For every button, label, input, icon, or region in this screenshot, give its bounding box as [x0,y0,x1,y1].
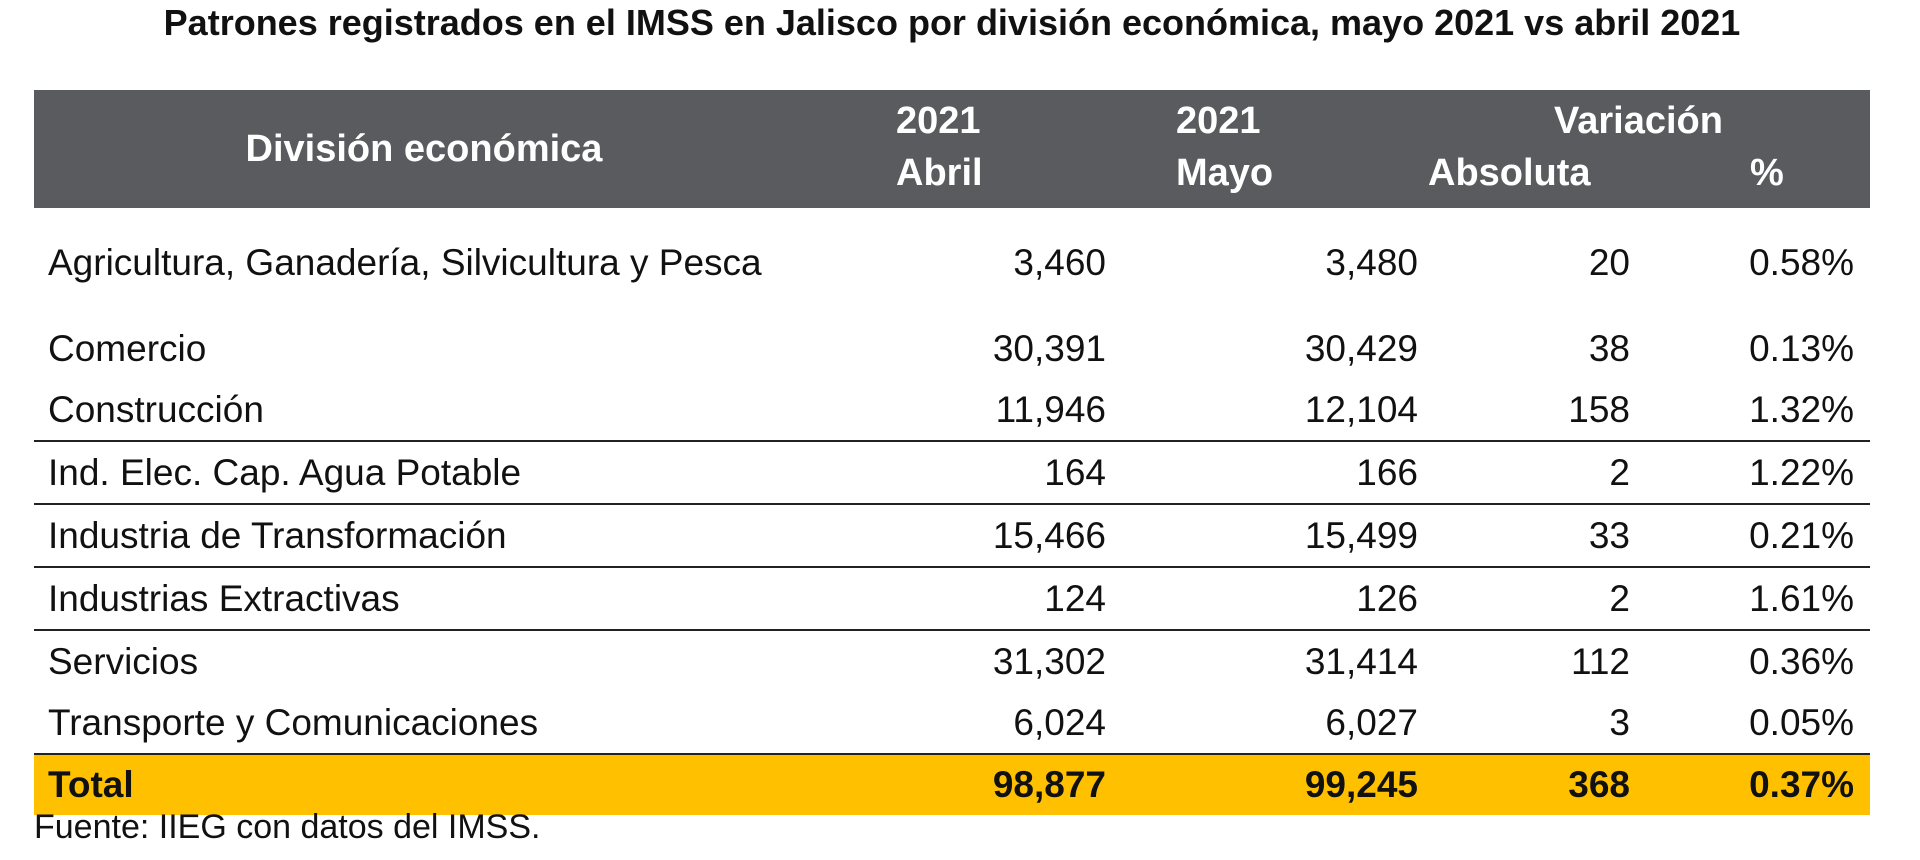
row-porcentaje: 1.32% [1749,388,1855,430]
total-label: Total [34,753,814,815]
patrones-table: División económica 2021 2021 Variación A… [34,90,1871,815]
header-variacion: Variación [1428,90,1871,152]
row-abril: 11,946 [995,388,1106,430]
row-division: Comercio [48,327,207,369]
header-abril-label: Abril [814,152,1118,208]
row-mayo: 15,499 [1118,503,1428,567]
table-row: Servicios 31,302 31,414 112 0.36% [34,629,1871,692]
header-mayo-label: Mayo [1118,152,1428,208]
row-abril: 30,391 [992,327,1106,369]
row-porcentaje: 1.61% [1642,566,1871,630]
row-division: Construcción [48,388,264,430]
total-porcentaje: 0.37% [1642,753,1871,815]
table-row: Industria de Transformación 15,466 15,49… [34,503,1871,567]
row-mayo: 166 [1118,440,1428,504]
row-absoluta: 158 [1568,388,1630,430]
total-mayo: 99,245 [1118,753,1428,815]
row-division: Industrias Extractivas [34,566,814,630]
row-division: Ind. Elec. Cap. Agua Potable [34,440,814,504]
row-absoluta: 2 [1428,440,1642,504]
row-absoluta: 3 [1609,701,1630,743]
row-division: Agricultura, Ganadería, Silvicultura y P… [48,242,762,283]
row-division: Servicios [34,629,814,692]
row-porcentaje: 1.22% [1642,440,1871,504]
table-row: Transporte y Comunicaciones 6,024 6,027 … [34,692,1870,754]
table-body: Agricultura, Ganadería, Silvicultura y P… [34,208,1871,815]
row-absoluta: 33 [1428,503,1642,567]
row-mayo: 126 [1118,566,1428,630]
row-abril: 6,024 [1013,701,1106,743]
row-porcentaje: 0.58% [1749,242,1855,283]
row-abril: 15,466 [814,503,1118,567]
table-row: Ind. Elec. Cap. Agua Potable 164 166 2 1… [34,440,1871,504]
source-note: Fuente: IIEG con datos del IMSS. [34,808,541,846]
row-porcentaje: 0.13% [1749,327,1855,369]
header-division: División económica [34,90,814,208]
row-division: Industria de Transformación [34,503,814,567]
table-row: Agricultura, Ganadería, Silvicultura y P… [34,208,1870,318]
table-header: División económica 2021 2021 Variación A… [34,90,1871,208]
row-mayo: 12,104 [1304,388,1418,430]
row-absoluta: 112 [1428,629,1642,692]
total-abril: 98,877 [814,753,1118,815]
row-abril: 164 [814,440,1118,504]
table-row: Comercio 30,391 30,429 38 0.13% [34,318,1870,379]
row-porcentaje: 0.21% [1642,503,1871,567]
header-mayo-year: 2021 [1118,90,1428,152]
table-row: Construcción 11,946 12,104 158 1.32% [34,379,1870,441]
table-title: Patrones registrados en el IMSS en Jalis… [163,2,1741,43]
row-absoluta: 38 [1588,327,1630,369]
row-mayo: 3,480 [1325,242,1418,283]
table-row: Industrias Extractivas 124 126 2 1.61% [34,566,1871,630]
total-absoluta: 368 [1428,753,1642,815]
row-mayo: 6,027 [1325,701,1418,743]
row-absoluta: 20 [1588,242,1630,283]
row-abril: 31,302 [814,629,1118,692]
row-abril: 3,460 [1013,242,1106,283]
header-porcentaje: % [1642,152,1871,208]
row-division: Transporte y Comunicaciones [48,701,539,743]
row-porcentaje: 0.36% [1642,629,1871,692]
row-abril: 124 [814,566,1118,630]
row-porcentaje: 0.05% [1749,701,1855,743]
total-row: Total 98,877 99,245 368 0.37% [34,753,1871,815]
row-mayo: 31,414 [1118,629,1428,692]
header-abril-year: 2021 [814,90,1118,152]
row-mayo: 30,429 [1304,327,1418,369]
header-absoluta: Absoluta [1428,152,1642,208]
row-absoluta: 2 [1428,566,1642,630]
